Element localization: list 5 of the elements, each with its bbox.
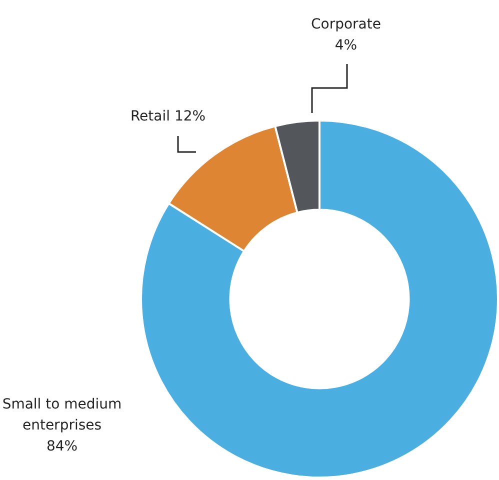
data-label: 84% [46,438,78,455]
slice-label: Small to medium enterprises [2,396,122,434]
slice-label: Corporate [311,16,381,33]
slice-label: Retail 12% [130,108,206,125]
data-label: 4% [334,38,358,54]
